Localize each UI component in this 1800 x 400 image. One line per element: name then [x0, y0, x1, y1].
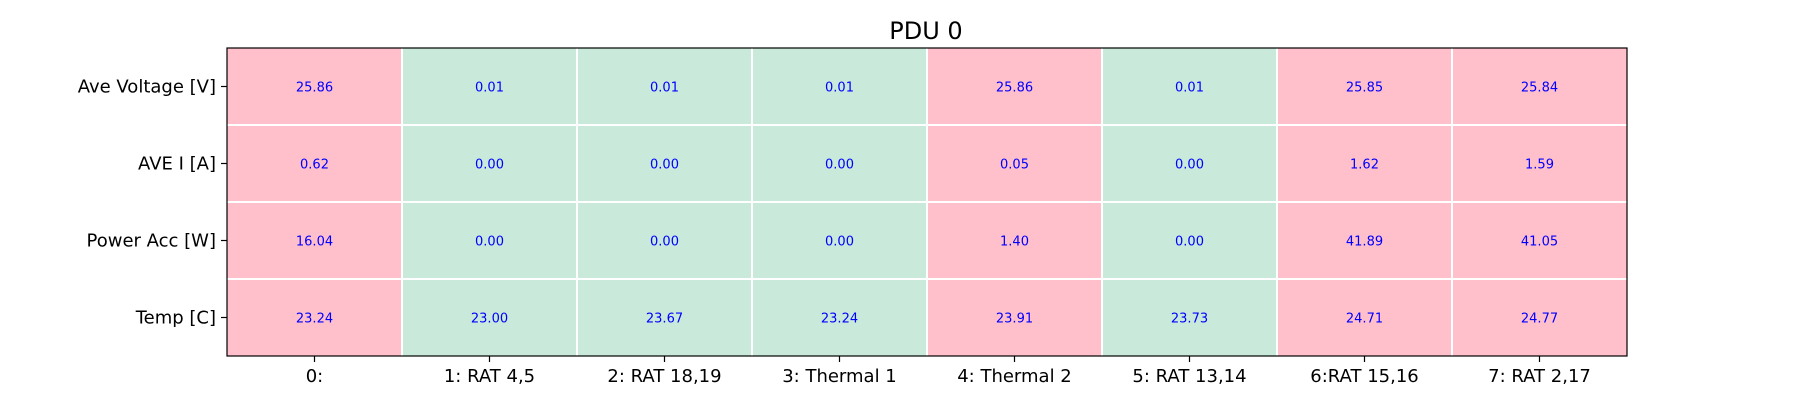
heatmap-cell: [227, 279, 402, 356]
cell-value-label: 0.00: [825, 235, 854, 250]
column-tick-label: 2: RAT 18,19: [607, 366, 721, 387]
heatmap-cell: [1102, 202, 1277, 279]
heatmap-cell: [402, 202, 577, 279]
column-tick-labels: 0: 1: RAT 4,5 2: RAT 18,19 3: Thermal 1 4: T…: [306, 356, 1591, 387]
heatmap-cell: [752, 125, 927, 202]
column-tick-label: 7: RAT 2,17: [1488, 366, 1591, 387]
heatmap-cell: [927, 125, 1102, 202]
heatmap-cell: [577, 202, 752, 279]
cell-value-label: 25.85: [1346, 81, 1383, 96]
heatmap-cell: [227, 48, 402, 125]
cell-value-label: 0.05: [1000, 158, 1029, 173]
cell-value-label: 25.86: [296, 81, 333, 96]
cell-value-label: 1.62: [1350, 158, 1379, 173]
cell-grid-lines: [227, 48, 1627, 356]
heatmap-cell: [1452, 279, 1627, 356]
column-tick-label: 3: Thermal 1: [782, 366, 897, 387]
cell-value-label: 24.71: [1346, 312, 1383, 327]
cell-value-label: 0.00: [1175, 158, 1204, 173]
heatmap-cell: [752, 202, 927, 279]
row-tick-label: Ave Voltage [V]: [78, 77, 216, 98]
heatmap-cell: [577, 125, 752, 202]
heatmap-cell: [402, 48, 577, 125]
heatmap-cell: [1277, 48, 1452, 125]
cell-value-label: 23.24: [821, 312, 858, 327]
column-tick-label: 5: RAT 13,14: [1132, 366, 1246, 387]
column-tick-label: 4: Thermal 2: [957, 366, 1072, 387]
heatmap-cell: [752, 48, 927, 125]
cell-value-label: 23.00: [471, 312, 508, 327]
cell-value-label: 0.00: [475, 158, 504, 173]
heatmap-cell: [1277, 202, 1452, 279]
cell-value-label: 23.67: [646, 312, 683, 327]
heatmap-cells: [227, 48, 1627, 356]
heatmap-cell: [927, 279, 1102, 356]
cell-value-label: 0.01: [650, 81, 679, 96]
heatmap-cell: [577, 48, 752, 125]
cell-value-label: 41.05: [1521, 235, 1558, 250]
heatmap-cell: [927, 202, 1102, 279]
cell-value-label: 0.00: [650, 235, 679, 250]
cell-value-label: 0.00: [475, 235, 504, 250]
cell-value-label: 41.89: [1346, 235, 1383, 250]
cell-value-label: 0.01: [475, 81, 504, 96]
cell-value-label: 25.84: [1521, 81, 1558, 96]
row-tick-label: Temp [C]: [135, 308, 216, 329]
cell-value-label: 24.77: [1521, 312, 1558, 327]
column-tick-label: 1: RAT 4,5: [444, 366, 535, 387]
cell-value-label: 0.62: [300, 158, 329, 173]
column-tick-label: 0:: [306, 366, 324, 387]
cell-value-label: 16.04: [296, 235, 333, 250]
heatmap-cell: [752, 279, 927, 356]
heatmap-cell: [1102, 48, 1277, 125]
heatmap-cell: [927, 48, 1102, 125]
row-tick-label: Power Acc [W]: [87, 231, 217, 252]
heatmap-cell: [1277, 279, 1452, 356]
chart-title: PDU 0: [889, 17, 962, 45]
heatmap-cell: [1102, 125, 1277, 202]
column-tick-label: 6:RAT 15,16: [1310, 366, 1418, 387]
heatmap-cell: [577, 279, 752, 356]
heatmap-cell: [402, 279, 577, 356]
heatmap-cell: [1277, 125, 1452, 202]
heatmap-cell: [1452, 202, 1627, 279]
cell-value-label: 23.24: [296, 312, 333, 327]
heatmap-cell: [1102, 279, 1277, 356]
cell-value-label: 25.86: [996, 81, 1033, 96]
cell-value-label: 1.40: [1000, 235, 1029, 250]
heatmap-cell: [227, 202, 402, 279]
cell-value-label: 0.01: [1175, 81, 1204, 96]
cell-value-label: 23.73: [1171, 312, 1208, 327]
heatmap-cell: [1452, 48, 1627, 125]
heatmap-cell: [1452, 125, 1627, 202]
cell-value-label: 0.00: [825, 158, 854, 173]
row-tick-label: AVE I [A]: [138, 154, 216, 175]
cell-value-label: 0.01: [825, 81, 854, 96]
heatmap-cell: [402, 125, 577, 202]
heatmap-cell: [227, 125, 402, 202]
cell-value-labels: 25.86 0.01 0.01 0.01 25.86 0.01 25.85 25.84 0.62…: [296, 81, 1558, 327]
cell-value-label: 0.00: [650, 158, 679, 173]
cell-value-label: 23.91: [996, 312, 1033, 327]
row-tick-labels: Ave Voltage [V] AVE I [A] Power Acc [W] Tem…: [78, 77, 227, 329]
plot-frame: [226, 47, 1628, 357]
cell-value-label: 0.00: [1175, 235, 1204, 250]
cell-value-label: 1.59: [1525, 158, 1554, 173]
